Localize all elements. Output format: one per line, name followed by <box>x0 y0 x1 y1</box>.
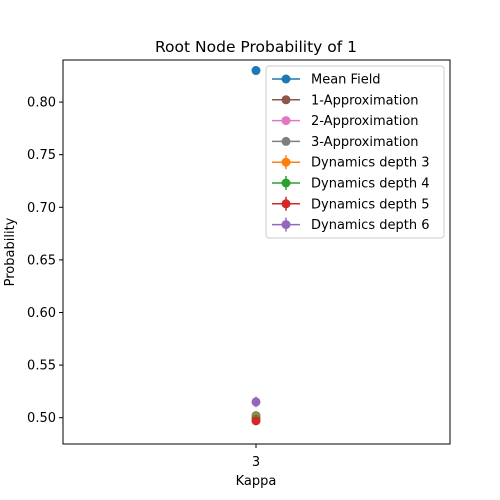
y-tick-label: 0.80 <box>27 96 56 111</box>
legend-entry-label: Mean Field <box>311 73 381 88</box>
legend-entry-label: 3-Approximation <box>311 135 419 150</box>
chart-title: Root Node Probability of 1 <box>155 38 357 56</box>
y-axis: 0.50 0.55 0.60 0.65 0.70 0.75 0.80 <box>27 96 63 426</box>
legend-marker <box>281 178 291 188</box>
legend-entry-label: Dynamics depth 4 <box>311 177 429 192</box>
legend-marker <box>281 116 291 126</box>
x-axis: 3 <box>252 444 260 470</box>
data-point-8 <box>251 397 261 407</box>
data-points <box>251 66 261 426</box>
legend-marker <box>281 157 291 167</box>
legend-marker <box>281 220 291 230</box>
y-axis-label: Probability <box>3 217 18 286</box>
data-point-1 <box>251 66 261 76</box>
legend: Mean Field 1-Approximation 2-Approximation… <box>265 65 445 239</box>
legend-entry-label: 2-Approximation <box>311 114 419 129</box>
legend-entry-label: Dynamics depth 5 <box>311 197 429 212</box>
legend-entry-label: Dynamics depth 3 <box>311 156 429 171</box>
legend-entry-label: Dynamics depth 6 <box>311 218 429 233</box>
legend-marker <box>281 74 291 84</box>
legend-entry-label: 1-Approximation <box>311 93 419 108</box>
y-tick-label: 0.70 <box>27 201 56 216</box>
y-tick-label: 0.55 <box>27 359 56 374</box>
x-tick-label: 3 <box>252 455 260 470</box>
data-point-7 <box>251 416 261 426</box>
x-axis-label: Kappa <box>236 474 277 489</box>
y-tick-label: 0.65 <box>27 253 56 268</box>
legend-marker <box>281 199 291 209</box>
y-tick-label: 0.60 <box>27 306 56 321</box>
y-tick-label: 0.75 <box>27 148 56 163</box>
y-tick-label: 0.50 <box>27 411 56 426</box>
legend-frame <box>265 65 445 239</box>
legend-marker <box>281 136 291 146</box>
legend-marker <box>281 95 291 105</box>
